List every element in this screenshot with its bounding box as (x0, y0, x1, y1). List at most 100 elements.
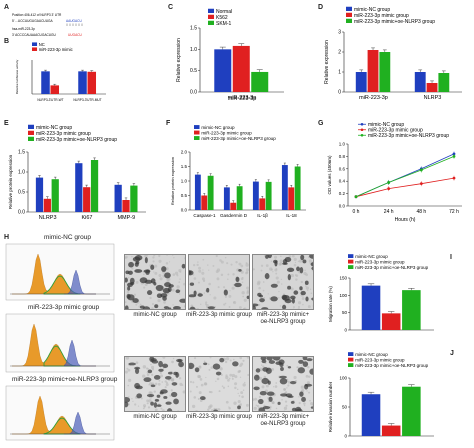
cell (207, 306, 215, 309)
bar-chartE-1-1 (83, 187, 91, 212)
legend-label-2: miR-223-3p mimic+oe-NLRP3 group (355, 363, 428, 368)
pore (256, 410, 258, 411)
pore (224, 360, 228, 364)
pore (298, 396, 300, 398)
pore (197, 398, 200, 400)
pore (224, 295, 227, 298)
cell (161, 266, 167, 272)
y-axis-label: OD values (450nm) (327, 155, 332, 195)
cell (125, 401, 129, 408)
pore (224, 302, 227, 305)
legend-label-2: miR-223-3p mimic+oe-NLRP3 group (36, 137, 117, 143)
flow-label-3: miR-223-3p mimic+oe-NLRP3 group (12, 376, 118, 383)
pore (242, 295, 245, 298)
bar-chartC-0-0 (214, 49, 232, 92)
pore (301, 297, 305, 301)
pore (239, 403, 243, 406)
bar-chartJ-2-0 (402, 386, 421, 436)
cell (291, 407, 297, 411)
pore (249, 273, 250, 276)
y-tick-label: 0.2 (339, 191, 346, 196)
y-axis-label: Relative luciferase activity (15, 59, 19, 94)
pore (166, 255, 168, 256)
pore (210, 366, 214, 369)
cell (304, 280, 309, 286)
cell (300, 290, 306, 296)
y-axis-label: Migration rate (%) (328, 286, 333, 322)
panel-g-label: G (318, 120, 324, 127)
pore (272, 410, 274, 411)
x-axis-label: miR-223-3p (228, 96, 257, 102)
y-tick-label: 0.0 (181, 208, 188, 213)
legend-swatch-2 (348, 265, 354, 269)
pore (157, 298, 161, 303)
pore (212, 264, 215, 267)
pore (307, 289, 309, 292)
bar-chartF-0-1 (223, 187, 230, 210)
pore (209, 357, 212, 359)
pore (205, 301, 208, 304)
pore (201, 271, 205, 275)
micrograph-migration-1 (124, 254, 186, 310)
panel-i: I 0 50 100 150 Migration rate (%) mimic-NC gr… (318, 250, 472, 340)
cell (299, 286, 303, 291)
cell (258, 398, 264, 405)
pore (207, 363, 210, 366)
pore (125, 357, 130, 360)
pore (154, 382, 158, 386)
category-label: Gasdermin D (220, 213, 248, 218)
pore (182, 390, 185, 394)
pore (225, 375, 229, 380)
pore (262, 365, 265, 368)
bar-chartF-0-2 (252, 181, 259, 210)
pore (273, 255, 278, 259)
legend-label-1: miR-223-3p mimic group (368, 128, 423, 134)
y-tick-label: 0.5 (181, 193, 188, 198)
pore (302, 303, 304, 306)
bar-chartF-1-1 (230, 202, 237, 210)
pore (303, 402, 306, 405)
caption-top-1: mimic-NC group (133, 312, 177, 318)
pore (226, 262, 229, 265)
y-tick-label: 0.8 (339, 154, 346, 159)
caption-top-3: miR-223-3p mimic+ oe-NLRP3 group (256, 312, 310, 325)
pore (158, 379, 161, 382)
pore (306, 381, 310, 385)
pore (219, 259, 222, 262)
pore (304, 285, 307, 287)
cell (266, 357, 273, 361)
cell (296, 266, 300, 272)
pore (231, 373, 236, 378)
pore (170, 378, 175, 382)
bar-chartF-1-2 (259, 198, 266, 210)
pore (222, 386, 226, 389)
cell (171, 382, 178, 386)
pore (200, 303, 202, 306)
y-tick-label: 100 (339, 293, 347, 298)
pore (304, 269, 306, 271)
pore (215, 407, 218, 410)
pore (243, 307, 247, 309)
legend-marker-1 (360, 128, 364, 132)
pore (128, 378, 132, 383)
cell (132, 256, 141, 262)
pore (225, 400, 229, 404)
pore (125, 370, 128, 374)
panel-a: A Position 406-412 of NLRP3 3' UTR 5' ..… (4, 2, 114, 42)
pore (280, 283, 283, 285)
pore (148, 384, 150, 386)
pore (249, 302, 250, 304)
pore (178, 281, 181, 283)
pore (227, 379, 230, 382)
pore (215, 380, 217, 382)
pore (253, 268, 255, 271)
cell (197, 293, 203, 297)
cell (302, 259, 307, 264)
chart-c: 0.0 0.5 1.0 1.5 Relative expression miR-223-3… (176, 8, 284, 102)
micrograph-migration-2 (188, 254, 250, 310)
cell (164, 272, 171, 279)
pore (297, 308, 300, 309)
pore (270, 268, 273, 271)
cell (253, 374, 260, 381)
cell (295, 408, 303, 411)
